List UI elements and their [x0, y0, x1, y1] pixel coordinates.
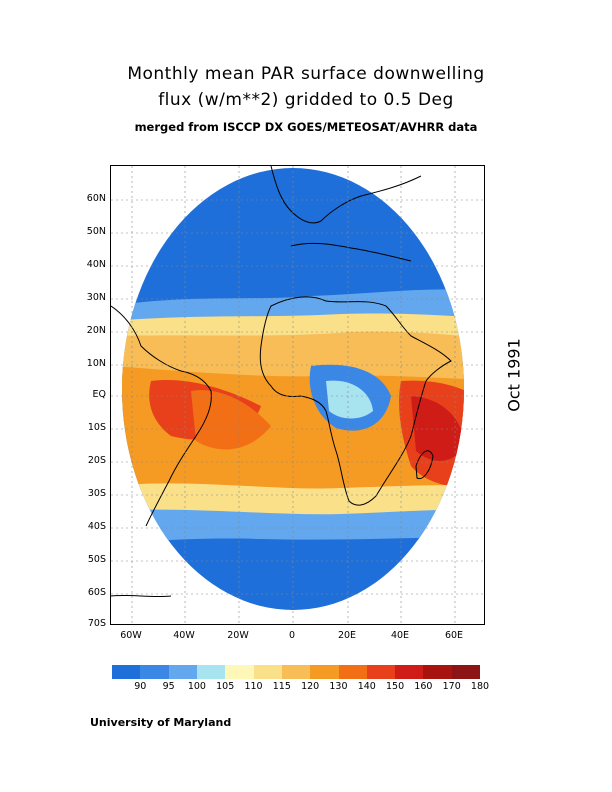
map-subtitle: merged from ISCCP DX GOES/METEOSAT/AVHRR… — [134, 120, 478, 134]
lat-label: 10N — [86, 358, 106, 369]
map-title-line2: flux (w/m**2) gridded to 0.5 Deg — [158, 90, 454, 110]
legend-swatch — [310, 665, 339, 679]
lat-label: 30N — [86, 292, 106, 303]
lat-label: 70S — [87, 618, 106, 629]
legend-label: 170 — [442, 681, 461, 692]
legend-label: 95 — [162, 681, 175, 692]
legend-swatch — [451, 665, 481, 679]
lat-label: EQ — [92, 389, 106, 400]
lat-label: 60N — [86, 193, 106, 204]
legend-label: 100 — [187, 681, 206, 692]
graticule — [111, 166, 484, 624]
lat-label: 40S — [87, 521, 106, 532]
lat-label: 40N — [86, 259, 106, 270]
legend-label: 120 — [301, 681, 320, 692]
legend-label: 90 — [134, 681, 147, 692]
lat-label: 30S — [87, 488, 106, 499]
legend-label: 180 — [470, 681, 490, 692]
map-title-line1: Monthly mean PAR surface downwelling — [127, 64, 485, 84]
legend-swatch — [281, 665, 311, 679]
legend-swatch — [395, 665, 424, 679]
lat-label: 60S — [87, 587, 106, 598]
date-label: Oct 1991 — [504, 338, 524, 412]
coastlines — [111, 166, 452, 598]
flux-field — [122, 168, 464, 610]
lon-label: 0 — [288, 630, 296, 641]
legend-swatch — [196, 665, 226, 679]
lon-label: 20W — [227, 630, 249, 641]
lat-label: 10S — [87, 422, 106, 433]
legend-swatch — [253, 665, 282, 679]
legend-label: 115 — [272, 681, 291, 692]
lat-label: 50S — [87, 554, 106, 565]
legend-label: 130 — [329, 681, 348, 692]
color-legend — [112, 665, 481, 679]
lat-label: 50N — [86, 226, 106, 237]
legend-swatch — [423, 665, 452, 679]
par-flux-map — [111, 166, 484, 624]
credit-text: University of Maryland — [90, 716, 232, 729]
legend-swatch — [338, 665, 367, 679]
legend-swatch — [168, 665, 197, 679]
lon-label: 20E — [337, 630, 357, 641]
legend-label: 160 — [414, 681, 433, 692]
lon-label: 60W — [120, 630, 142, 641]
legend-label: 110 — [244, 681, 263, 692]
legend-swatch — [225, 665, 254, 679]
legend-swatch — [140, 665, 169, 679]
lon-label: 40E — [390, 630, 410, 641]
map-frame — [110, 165, 485, 625]
lon-label: 60E — [444, 630, 464, 641]
lat-label: 20S — [87, 455, 106, 466]
lon-label: 40W — [173, 630, 195, 641]
legend-label: 150 — [385, 681, 405, 692]
legend-label: 140 — [357, 681, 376, 692]
lat-label: 20N — [86, 325, 106, 336]
legend-swatch — [366, 665, 396, 679]
legend-swatch — [112, 665, 141, 679]
legend-label: 105 — [216, 681, 235, 692]
